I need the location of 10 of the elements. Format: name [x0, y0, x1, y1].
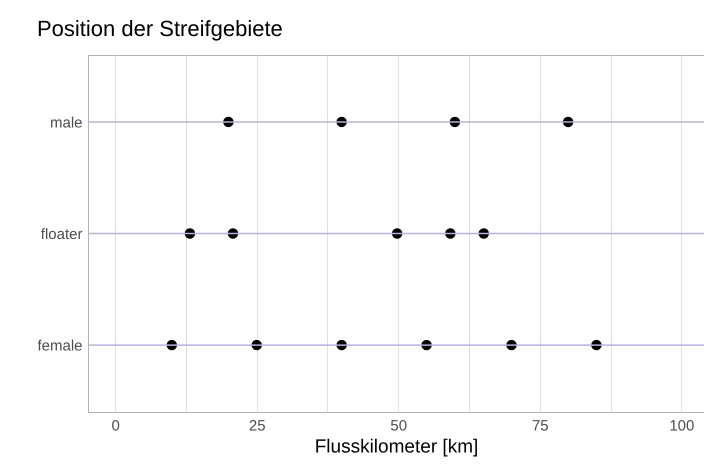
x-tick-label: 50 [390, 418, 408, 434]
x-tick-label: 0 [112, 418, 120, 434]
y-tick-label: female [37, 338, 82, 355]
x-tick-label: 100 [669, 418, 694, 434]
chart-title: Position der Streifgebiete [36, 16, 283, 41]
x-tick-label: 25 [248, 418, 266, 434]
y-tick-label: floater [40, 226, 82, 243]
y-tick-label: male [50, 114, 82, 132]
x-tick-label: 75 [532, 418, 549, 434]
x-axis-title: Flusskilometer [km] [314, 436, 478, 458]
